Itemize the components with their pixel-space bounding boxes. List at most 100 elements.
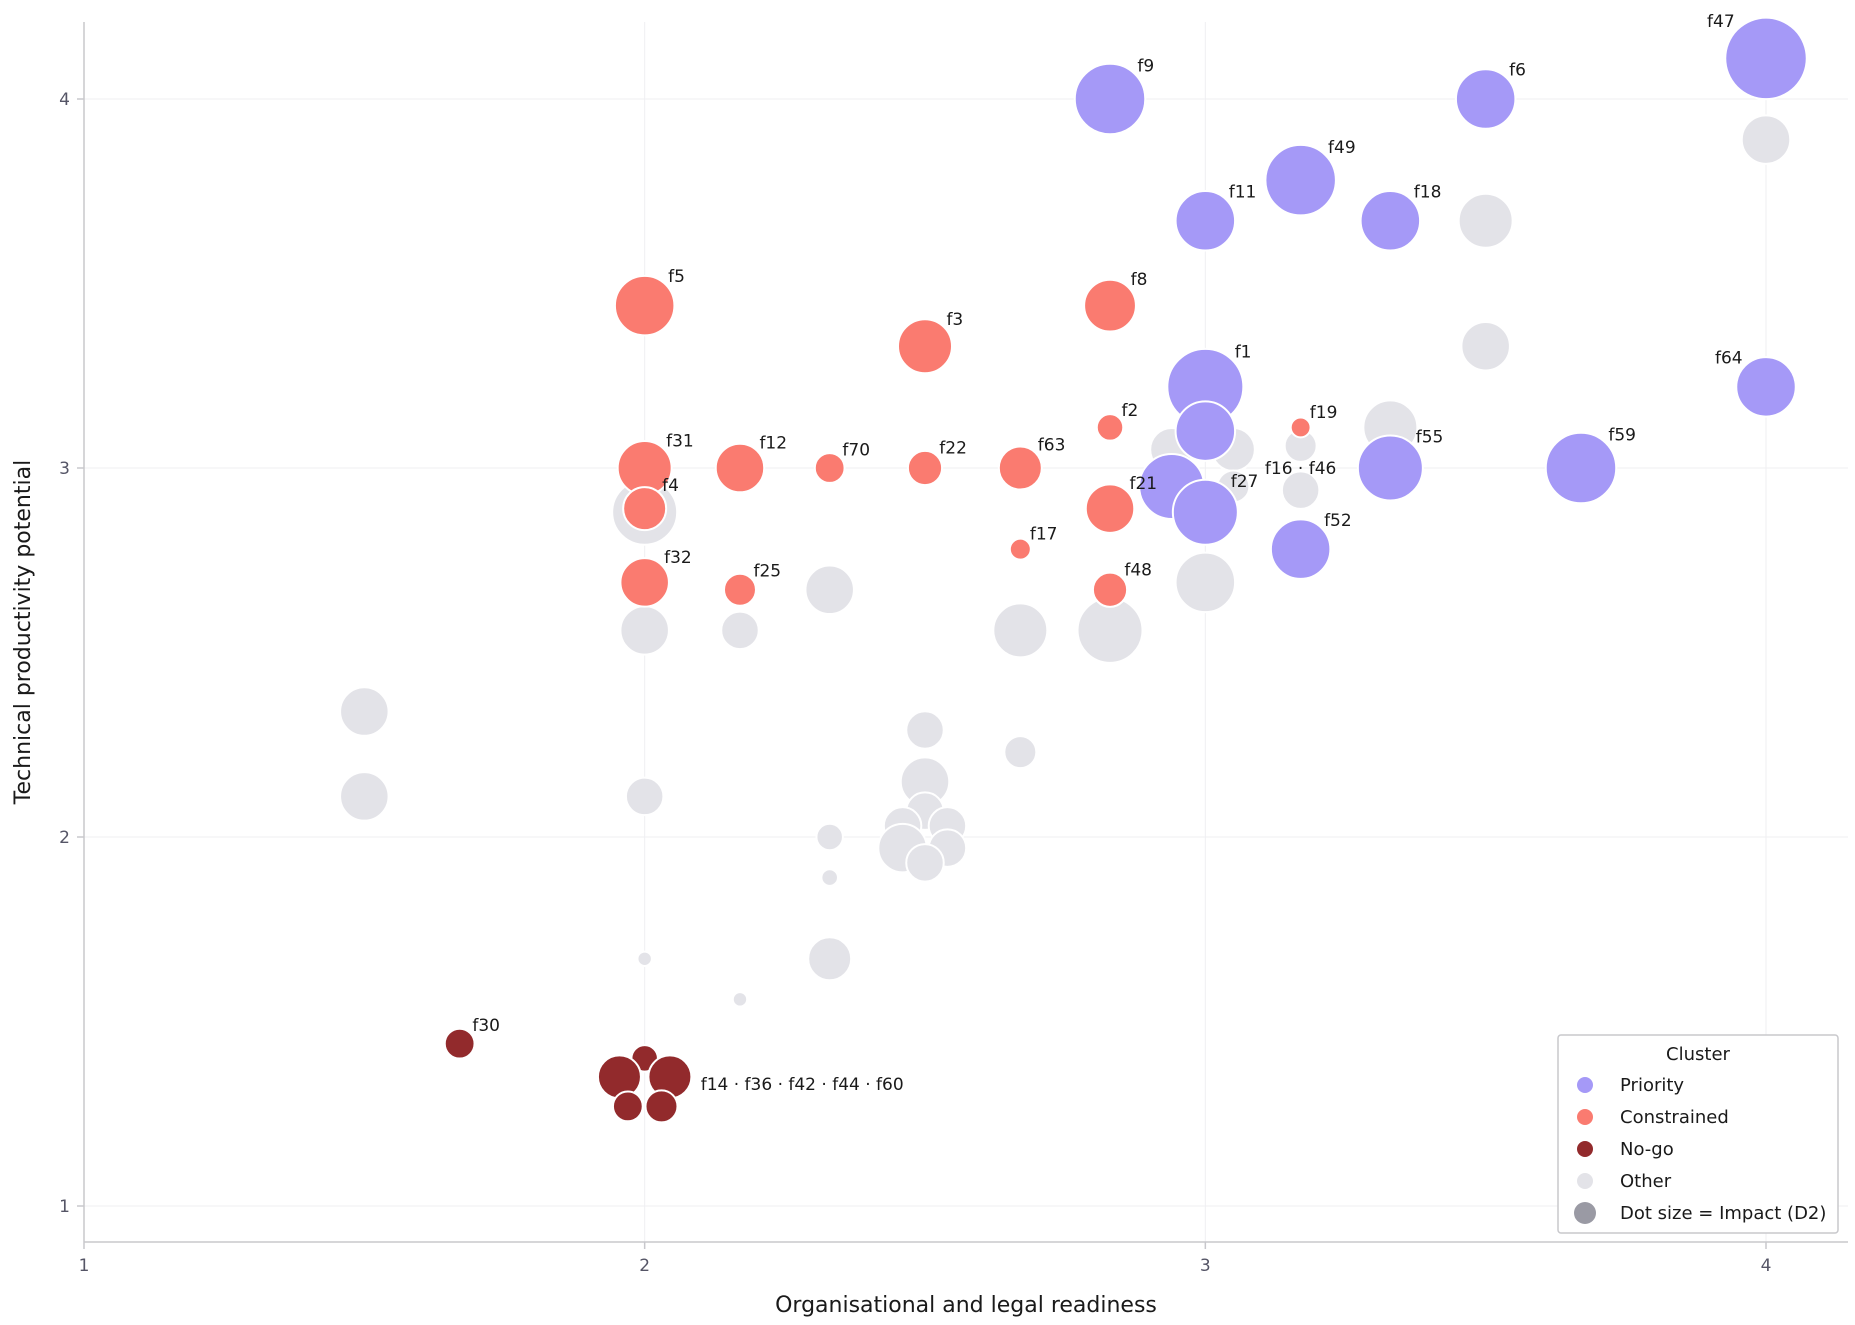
point-label: f70 [842,440,870,460]
point-other [636,950,653,967]
point-priority [1544,431,1618,505]
point-constrained [1083,278,1137,333]
point-nogo [443,1027,476,1060]
x-tick-label: 3 [1200,1256,1211,1276]
legend-swatch [1577,1141,1593,1157]
legend-label: Dot size = Impact (D2) [1620,1203,1826,1224]
point-constrained [897,318,953,375]
point-label: f47 [1707,12,1735,32]
point-other [1003,735,1038,770]
point-constrained [722,572,757,607]
point-label: f21 [1129,474,1157,494]
legend: Cluster Priority Constrained No-go Other Dot… [1557,1034,1839,1234]
point-other [1280,470,1321,510]
point-label: f9 [1137,57,1154,77]
point-priority [1735,356,1797,418]
point-other [339,686,390,737]
point-label: f25 [754,561,782,581]
point-label: f6 [1509,61,1526,81]
y-axis-ticks: 1 2 3 4 [59,90,84,1217]
legend-label: Other [1620,1171,1672,1192]
point-other [804,564,855,616]
legend-box [1557,1034,1839,1234]
point-label: f30 [472,1016,500,1036]
group-annotation: f16 · f46 [1265,459,1336,479]
point-priority [1174,400,1237,462]
point-other [1174,551,1237,614]
point-constrained [622,486,668,532]
point-other [720,610,760,651]
y-tick-label: 1 [59,1197,70,1217]
legend-items: Priority Constrained No-go Other Dot size = … [1574,1075,1826,1224]
point-priority [1359,190,1422,252]
x-tick-label: 2 [639,1256,650,1276]
point-constrained [997,445,1043,491]
legend-label: Priority [1620,1075,1684,1096]
point-constrained [1289,416,1312,439]
point-label: f52 [1324,511,1352,531]
point-label: f63 [1038,436,1066,456]
point-label: f18 [1414,182,1442,202]
point-constrained [906,449,944,487]
point-label: f27 [1231,472,1259,492]
point-label: f48 [1124,560,1152,580]
point-other [1457,192,1514,249]
point-label: f32 [664,548,692,568]
group-annotation: f14 · f36 · f42 · f44 · f60 [701,1075,904,1095]
point-constrained [613,274,676,337]
point-label: f5 [668,267,685,287]
point-label: f3 [946,310,963,330]
point-constrained [1008,537,1032,561]
point-constrained [714,442,766,494]
point-priority [1073,62,1147,136]
legend-title: Cluster [1666,1044,1730,1065]
legend-label: Constrained [1620,1107,1729,1128]
x-tick-label: 4 [1761,1256,1772,1276]
legend-label: No-go [1620,1139,1674,1160]
point-other [339,771,390,822]
point-label: f31 [666,432,694,452]
point-nogo [611,1090,644,1123]
legend-swatch [1577,1109,1593,1125]
point-other [1460,320,1511,372]
point-constrained [813,452,846,484]
point-constrained [619,557,670,608]
point-other [820,868,839,887]
point-other [619,605,670,656]
point-priority [1264,143,1337,217]
point-priority [1356,434,1424,502]
y-tick-label: 2 [59,828,70,848]
point-label: f55 [1416,428,1444,448]
point-other [992,602,1049,659]
point-label: f64 [1715,348,1743,368]
data-points [339,16,1808,1124]
point-nogo [644,1089,679,1124]
point-label: f1 [1235,342,1252,362]
point-other [905,843,945,883]
x-tick-label: 1 [79,1256,90,1276]
point-other [1740,114,1792,165]
point-priority [1454,68,1517,130]
y-axis-title: Technical productivity potential [11,460,36,805]
legend-swatch [1577,1173,1593,1189]
point-other [624,776,665,817]
axes [83,22,1848,1243]
point-label: f2 [1122,401,1139,421]
y-tick-label: 4 [59,90,70,110]
point-priority [1269,518,1332,580]
point-constrained [1091,571,1129,608]
point-label: f17 [1030,525,1058,545]
point-label: f59 [1608,426,1636,446]
point-priority [1171,478,1239,546]
legend-swatch [1574,1202,1596,1224]
point-label: f22 [939,439,967,459]
point-nogo [596,1054,642,1100]
point-labels: f5 f8 f3 f2 f19 f31 f12 f70 f22 f63 f4 f21 f17 f32 f25… [472,12,1742,1095]
point-priority [1724,16,1808,101]
point-label: f12 [759,434,787,454]
point-constrained [1095,413,1125,442]
point-other [815,822,844,852]
point-other [807,936,853,982]
point-label: f49 [1328,138,1356,158]
